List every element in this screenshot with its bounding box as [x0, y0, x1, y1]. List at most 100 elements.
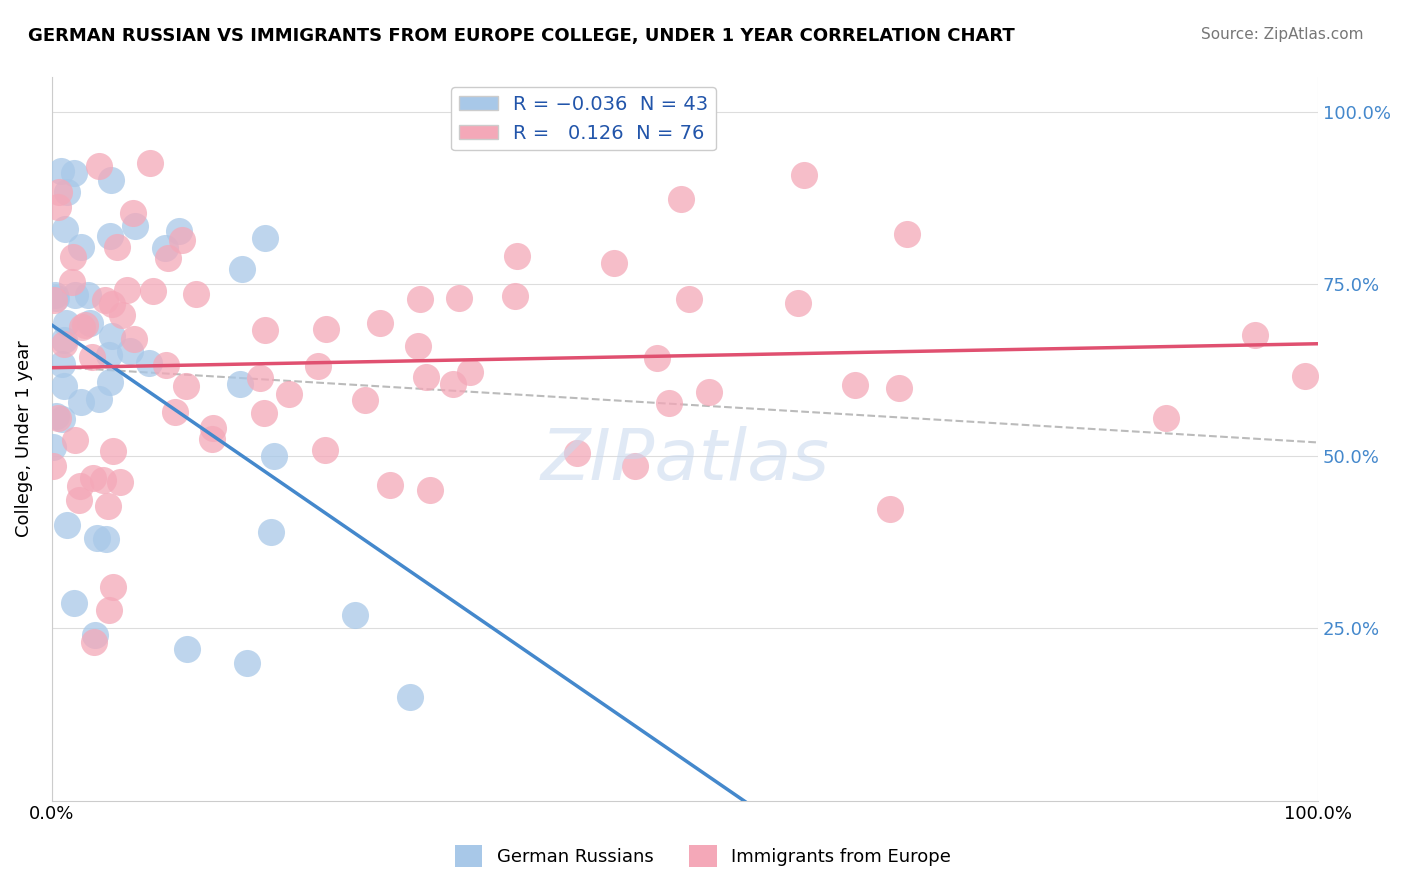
Point — [101, 580, 124, 594]
Point — [263, 449, 285, 463]
Point — [82, 350, 104, 364]
Point — [399, 690, 422, 705]
Point — [98, 229, 121, 244]
Point — [460, 365, 482, 379]
Y-axis label: College, Under 1 year: College, Under 1 year — [15, 341, 32, 537]
Point — [896, 227, 918, 241]
Point — [42, 459, 65, 474]
Point — [42, 293, 65, 307]
Point — [75, 318, 97, 332]
Point — [100, 329, 122, 343]
Point — [669, 192, 692, 206]
Point — [202, 420, 225, 434]
Point — [315, 322, 337, 336]
Point — [51, 357, 73, 371]
Point — [48, 185, 70, 199]
Point — [260, 524, 283, 539]
Point — [91, 473, 114, 487]
Point — [314, 443, 336, 458]
Point — [253, 323, 276, 337]
Legend: German Russians, Immigrants from Europe: German Russians, Immigrants from Europe — [449, 838, 957, 874]
Point — [51, 412, 73, 426]
Point — [100, 297, 122, 311]
Point — [307, 359, 329, 373]
Point — [163, 405, 186, 419]
Point — [155, 358, 177, 372]
Point — [174, 379, 197, 393]
Point — [344, 607, 367, 622]
Point — [138, 356, 160, 370]
Point — [53, 336, 76, 351]
Point — [63, 434, 86, 448]
Point — [879, 501, 901, 516]
Point — [793, 169, 815, 183]
Point — [69, 493, 91, 508]
Point — [368, 316, 391, 330]
Text: Source: ZipAtlas.com: Source: ZipAtlas.com — [1201, 27, 1364, 42]
Point — [1295, 368, 1317, 383]
Point — [82, 471, 104, 485]
Point — [406, 339, 429, 353]
Point — [623, 459, 645, 474]
Point — [107, 240, 129, 254]
Point — [153, 241, 176, 255]
Point — [353, 392, 375, 407]
Point — [56, 518, 79, 533]
Point — [170, 233, 193, 247]
Point — [378, 478, 401, 492]
Point — [156, 251, 179, 265]
Point — [69, 240, 91, 254]
Point — [231, 262, 253, 277]
Point — [48, 410, 70, 425]
Point — [110, 475, 132, 489]
Point — [415, 369, 437, 384]
Point — [253, 406, 276, 420]
Point — [249, 371, 271, 385]
Point — [42, 440, 65, 454]
Point — [505, 249, 527, 263]
Point — [122, 332, 145, 346]
Point — [94, 532, 117, 546]
Point — [100, 172, 122, 186]
Point — [97, 499, 120, 513]
Point — [236, 656, 259, 670]
Point — [122, 206, 145, 220]
Text: ZIPatlas: ZIPatlas — [540, 426, 830, 495]
Point — [79, 316, 101, 330]
Point — [98, 375, 121, 389]
Point — [658, 395, 681, 409]
Point — [139, 156, 162, 170]
Point — [176, 642, 198, 657]
Point — [84, 628, 107, 642]
Point — [60, 275, 83, 289]
Point — [53, 333, 76, 347]
Text: GERMAN RUSSIAN VS IMMIGRANTS FROM EUROPE COLLEGE, UNDER 1 YEAR CORRELATION CHART: GERMAN RUSSIAN VS IMMIGRANTS FROM EUROPE… — [28, 27, 1015, 45]
Point — [844, 378, 866, 392]
Point — [94, 293, 117, 308]
Point — [62, 250, 84, 264]
Point — [62, 596, 84, 610]
Point — [52, 379, 75, 393]
Point — [887, 381, 910, 395]
Point — [87, 392, 110, 406]
Point — [97, 348, 120, 362]
Point — [111, 308, 134, 322]
Point — [76, 288, 98, 302]
Point — [69, 478, 91, 492]
Point — [278, 387, 301, 401]
Point — [63, 288, 86, 302]
Point — [201, 432, 224, 446]
Point — [254, 230, 277, 244]
Point — [70, 395, 93, 409]
Point — [86, 531, 108, 545]
Point — [115, 283, 138, 297]
Point — [118, 344, 141, 359]
Point — [184, 287, 207, 301]
Point — [103, 444, 125, 458]
Point — [141, 284, 163, 298]
Point — [645, 351, 668, 366]
Point — [51, 163, 73, 178]
Point — [44, 288, 66, 302]
Point — [603, 256, 626, 270]
Point — [124, 219, 146, 233]
